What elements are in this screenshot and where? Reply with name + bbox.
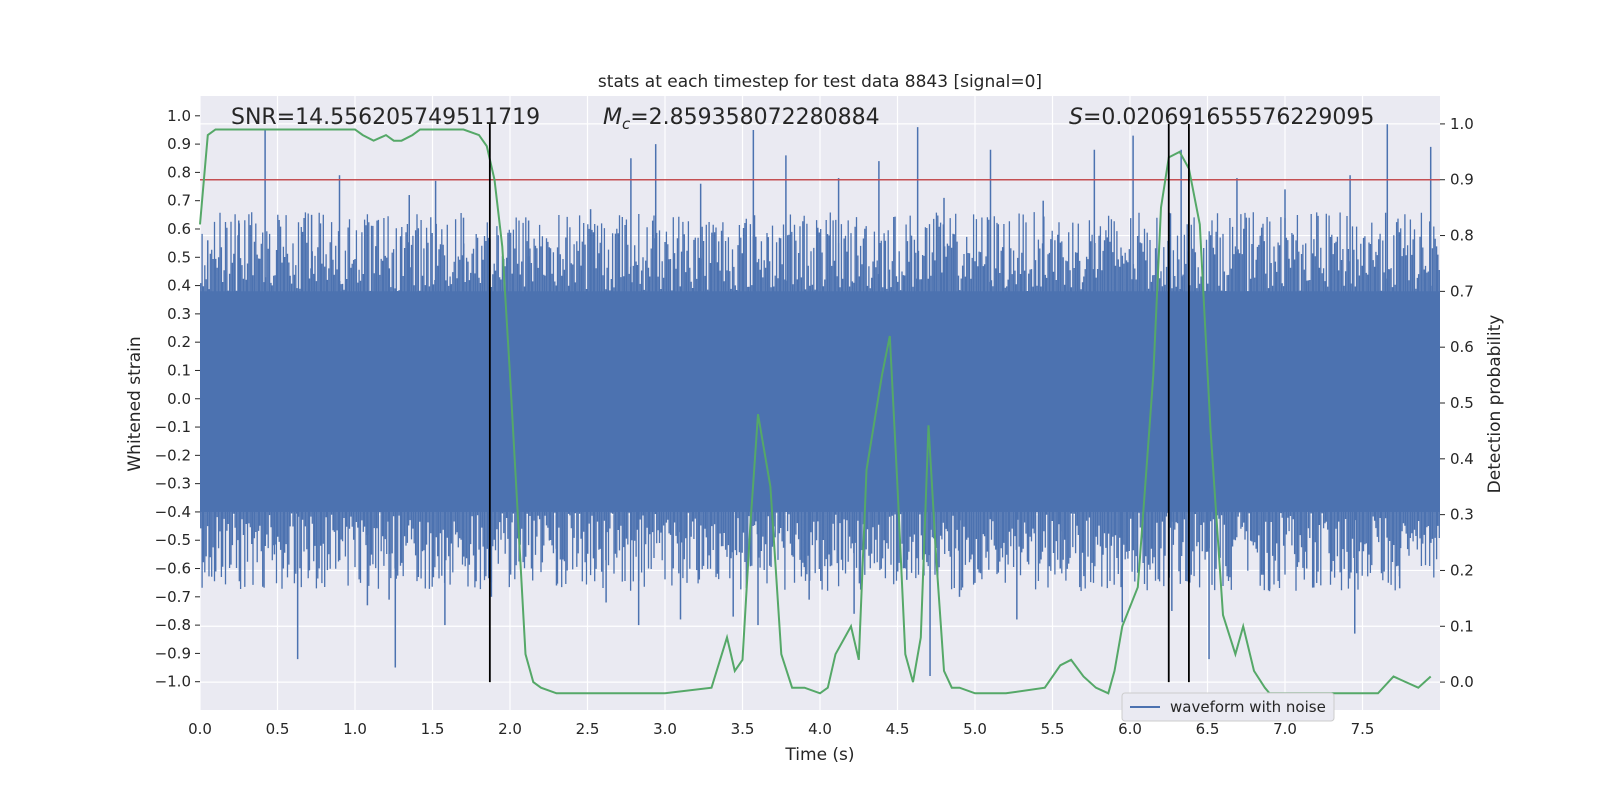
probability-series [199, 128, 1432, 695]
waveform-band [200, 291, 1440, 512]
x-tick-label: 6.5 [1196, 720, 1220, 738]
y-left-tick-label: 0.6 [167, 220, 191, 238]
x-tick-label: 7.0 [1273, 720, 1297, 738]
y-right-tick-label: 0.7 [1450, 282, 1474, 300]
y-left-tick-label: −0.9 [155, 644, 191, 662]
legend: waveform with noise [1121, 692, 1335, 722]
chirp-mass-subscript: c [622, 115, 631, 133]
y-left-tick-label: −0.7 [155, 588, 191, 606]
y-left-tick-label: −0.2 [155, 446, 191, 464]
chirp-mass-symbol: M [603, 105, 622, 130]
y-right-tick-label: 0.4 [1450, 450, 1474, 468]
y-left-tick-label: 0.8 [167, 163, 191, 181]
probability-line [199, 128, 1432, 695]
s-value: =0.020691655576229095 [1083, 105, 1374, 130]
x-tick-label: 6.0 [1118, 720, 1142, 738]
s-symbol: S [1069, 105, 1083, 130]
y-left-tick-label: 0.0 [167, 390, 191, 408]
x-tick-label: 2.0 [498, 720, 522, 738]
y-left-tick-label: 0.7 [167, 192, 191, 210]
y-left-tick-label: −0.1 [155, 418, 191, 436]
y-left-axis-label: Whitened strain [125, 336, 145, 471]
x-tick-label: 3.0 [653, 720, 677, 738]
y-right-tick-label: 0.2 [1450, 561, 1474, 579]
chart-title: stats at each timestep for test data 884… [598, 72, 1042, 92]
x-axis-label: Time (s) [784, 745, 854, 765]
x-tick-label: 5.0 [963, 720, 987, 738]
y-left-axis-ticks: 1.0 0.9 0.8 0.7 0.6 0.5 0.4 0.3 0.2 0.1 0.0 −0.1 −0.… [155, 107, 200, 691]
waveform-spikes [200, 212, 1440, 591]
y-left-tick-label: 0.2 [167, 333, 191, 351]
y-left-tick-label: −0.6 [155, 560, 191, 578]
y-right-tick-label: 0.1 [1450, 617, 1474, 635]
y-right-tick-label: 0.9 [1450, 171, 1474, 189]
y-right-tick-label: 1.0 [1450, 115, 1474, 133]
y-right-tick-label: 0.6 [1450, 338, 1474, 356]
x-tick-label: 4.5 [886, 720, 910, 738]
y-left-tick-label: −0.4 [155, 503, 191, 521]
y-left-tick-label: 0.1 [167, 361, 191, 379]
legend-label: waveform with noise [1170, 698, 1326, 716]
y-left-tick-label: 0.9 [167, 135, 191, 153]
y-right-axis-label: Detection probability [1485, 315, 1505, 494]
y-left-tick-label: −1.0 [155, 673, 191, 691]
x-tick-label: 0.5 [266, 720, 290, 738]
chirp-mass-value: =2.859358072280884 [630, 105, 879, 130]
y-right-tick-label: 0.8 [1450, 227, 1474, 245]
waveform-series [200, 124, 1440, 677]
x-tick-label: 0.0 [188, 720, 212, 738]
y-right-tick-label: 0.0 [1450, 673, 1474, 691]
y-right-tick-label: 0.3 [1450, 506, 1474, 524]
x-tick-label: 3.5 [731, 720, 755, 738]
y-right-axis-ticks: 1.0 0.9 0.8 0.7 0.6 0.5 0.4 0.3 0.2 0.1 0.0 [1440, 115, 1474, 691]
marker-lines [488, 123, 1190, 683]
x-tick-label: 4.0 [808, 720, 832, 738]
y-right-tick-label: 0.5 [1450, 394, 1474, 412]
y-left-tick-label: 0.3 [167, 305, 191, 323]
y-left-tick-label: −0.8 [155, 616, 191, 634]
x-axis-ticks: 0.0 0.5 1.0 1.5 2.0 2.5 3.0 3.5 4.0 4.5 5.0 5.5 6.0 6… [188, 720, 1374, 738]
y-left-tick-label: 0.4 [167, 277, 191, 295]
x-tick-label: 1.5 [421, 720, 445, 738]
x-tick-label: 2.5 [576, 720, 600, 738]
x-tick-label: 7.5 [1351, 720, 1375, 738]
x-tick-label: 1.0 [343, 720, 367, 738]
legend-box [1121, 692, 1335, 722]
x-tick-label: 5.5 [1041, 720, 1065, 738]
y-left-tick-label: −0.3 [155, 475, 191, 493]
y-left-tick-label: 0.5 [167, 248, 191, 266]
y-left-tick-label: −0.5 [155, 531, 191, 549]
y-left-tick-label: 1.0 [167, 107, 191, 125]
s-annotation: S=0.020691655576229095 [1069, 105, 1374, 130]
snr-annotation: SNR=14.556205749511719 [231, 105, 540, 130]
chirp-mass-annotation: Mc=2.859358072280884 [603, 105, 880, 133]
